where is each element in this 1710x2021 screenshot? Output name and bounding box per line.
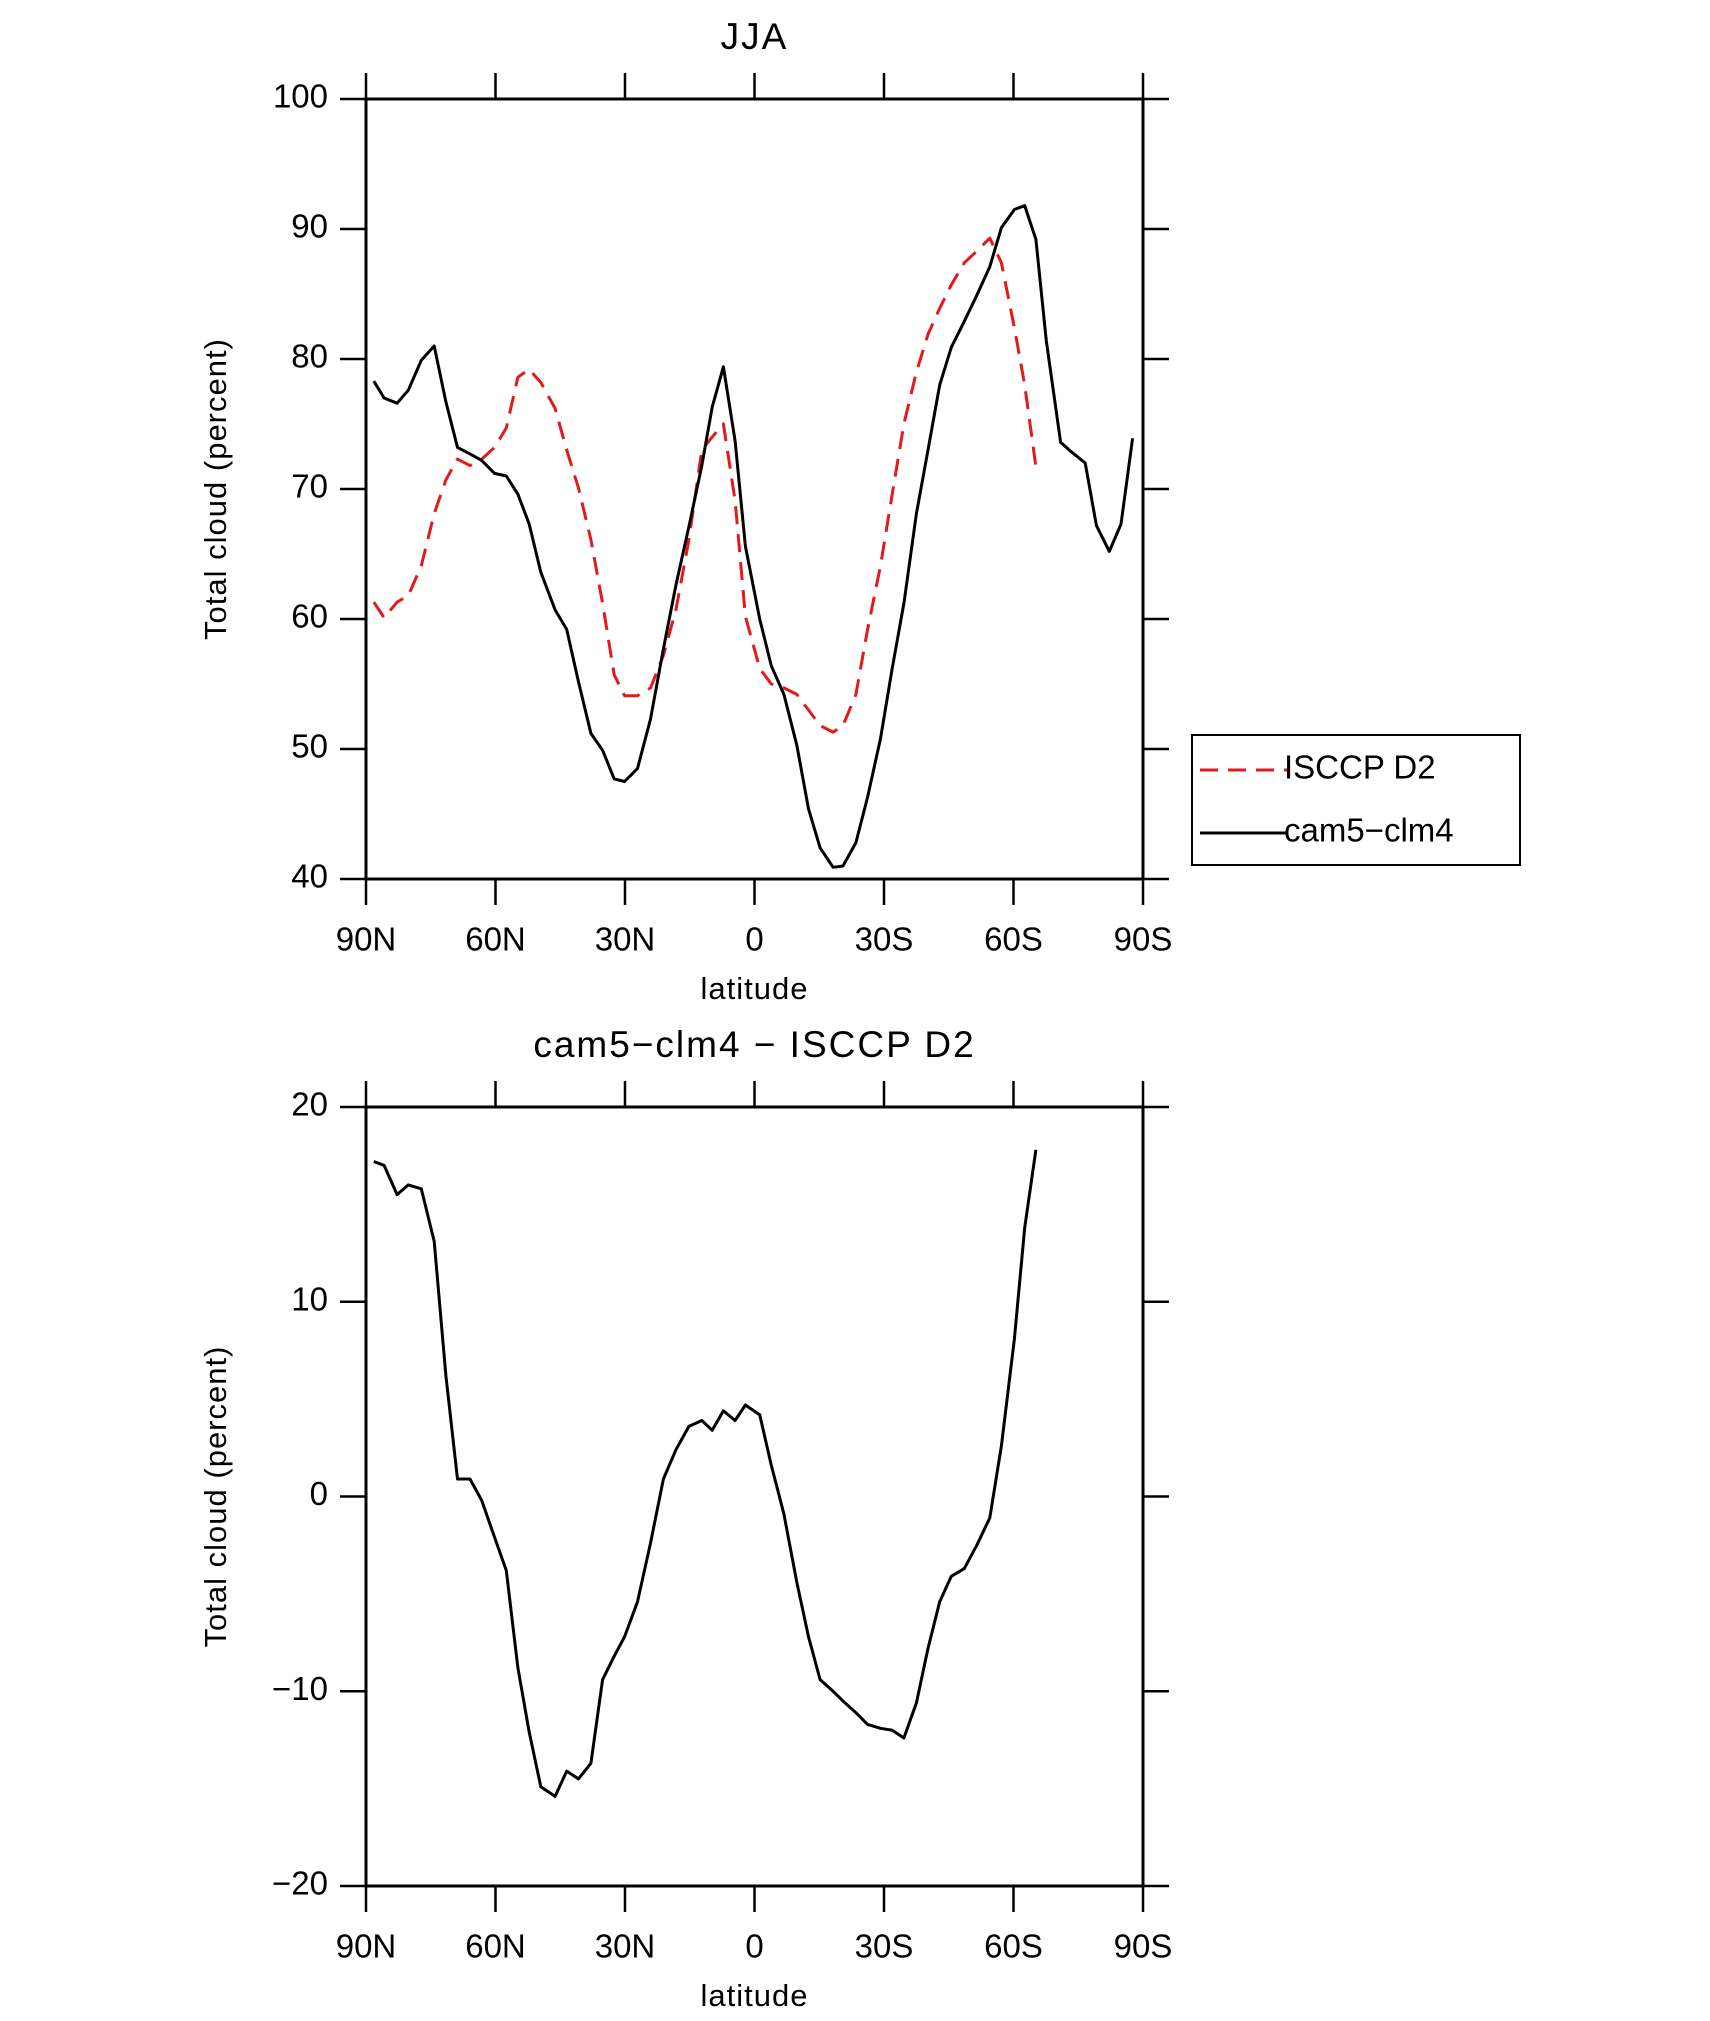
x-tick-label: 60S xyxy=(984,1928,1043,1965)
data-line xyxy=(372,204,1135,869)
y-tick-label: 90 xyxy=(291,208,328,245)
y-tick-label: 10 xyxy=(291,1280,328,1317)
y-tick-label: 20 xyxy=(291,1086,328,1123)
x-tick-label: 90N xyxy=(336,921,397,958)
y-tick-label: 70 xyxy=(291,468,328,505)
legend-label: ISCCP D2 xyxy=(1284,749,1436,786)
y-tick-label: 50 xyxy=(291,728,328,765)
x-tick-label: 60N xyxy=(465,1928,526,1965)
y-tick-label: 60 xyxy=(291,598,328,635)
plot-frame xyxy=(364,97,1145,881)
y-tick-label: 0 xyxy=(310,1475,328,1512)
chart-title: cam5−clm4 − ISCCP D2 xyxy=(533,1024,975,1065)
y-tick-label: 80 xyxy=(291,338,328,375)
y-tick-label: −10 xyxy=(272,1670,328,1707)
x-tick-label: 90N xyxy=(336,1928,397,1965)
y-axis-label: Total cloud (percent) xyxy=(198,1346,233,1648)
x-axis-label: latitude xyxy=(701,971,809,1006)
x-tick-label: 60S xyxy=(984,921,1043,958)
x-axis-label: latitude xyxy=(701,1978,809,2013)
y-tick-label: −20 xyxy=(272,1865,328,1902)
y-tick-label: 100 xyxy=(273,78,328,115)
x-tick-label: 30S xyxy=(855,921,914,958)
x-tick-label: 90S xyxy=(1114,921,1173,958)
legend-label: cam5−clm4 xyxy=(1284,812,1454,849)
chart-title: JJA xyxy=(721,16,789,57)
y-tick-label: 40 xyxy=(291,858,328,895)
x-tick-label: 60N xyxy=(465,921,526,958)
x-tick-label: 90S xyxy=(1114,1928,1173,1965)
x-tick-label: 30S xyxy=(855,1928,914,1965)
plot-frame xyxy=(364,1105,1145,1888)
data-line xyxy=(372,236,1038,734)
y-axis-label: Total cloud (percent) xyxy=(198,338,233,640)
x-tick-label: 30N xyxy=(595,921,656,958)
x-tick-label: 0 xyxy=(745,1928,763,1965)
x-tick-label: 0 xyxy=(745,921,763,958)
legend-box xyxy=(1191,734,1521,866)
data-line xyxy=(373,1149,1038,1798)
x-tick-label: 30N xyxy=(595,1928,656,1965)
